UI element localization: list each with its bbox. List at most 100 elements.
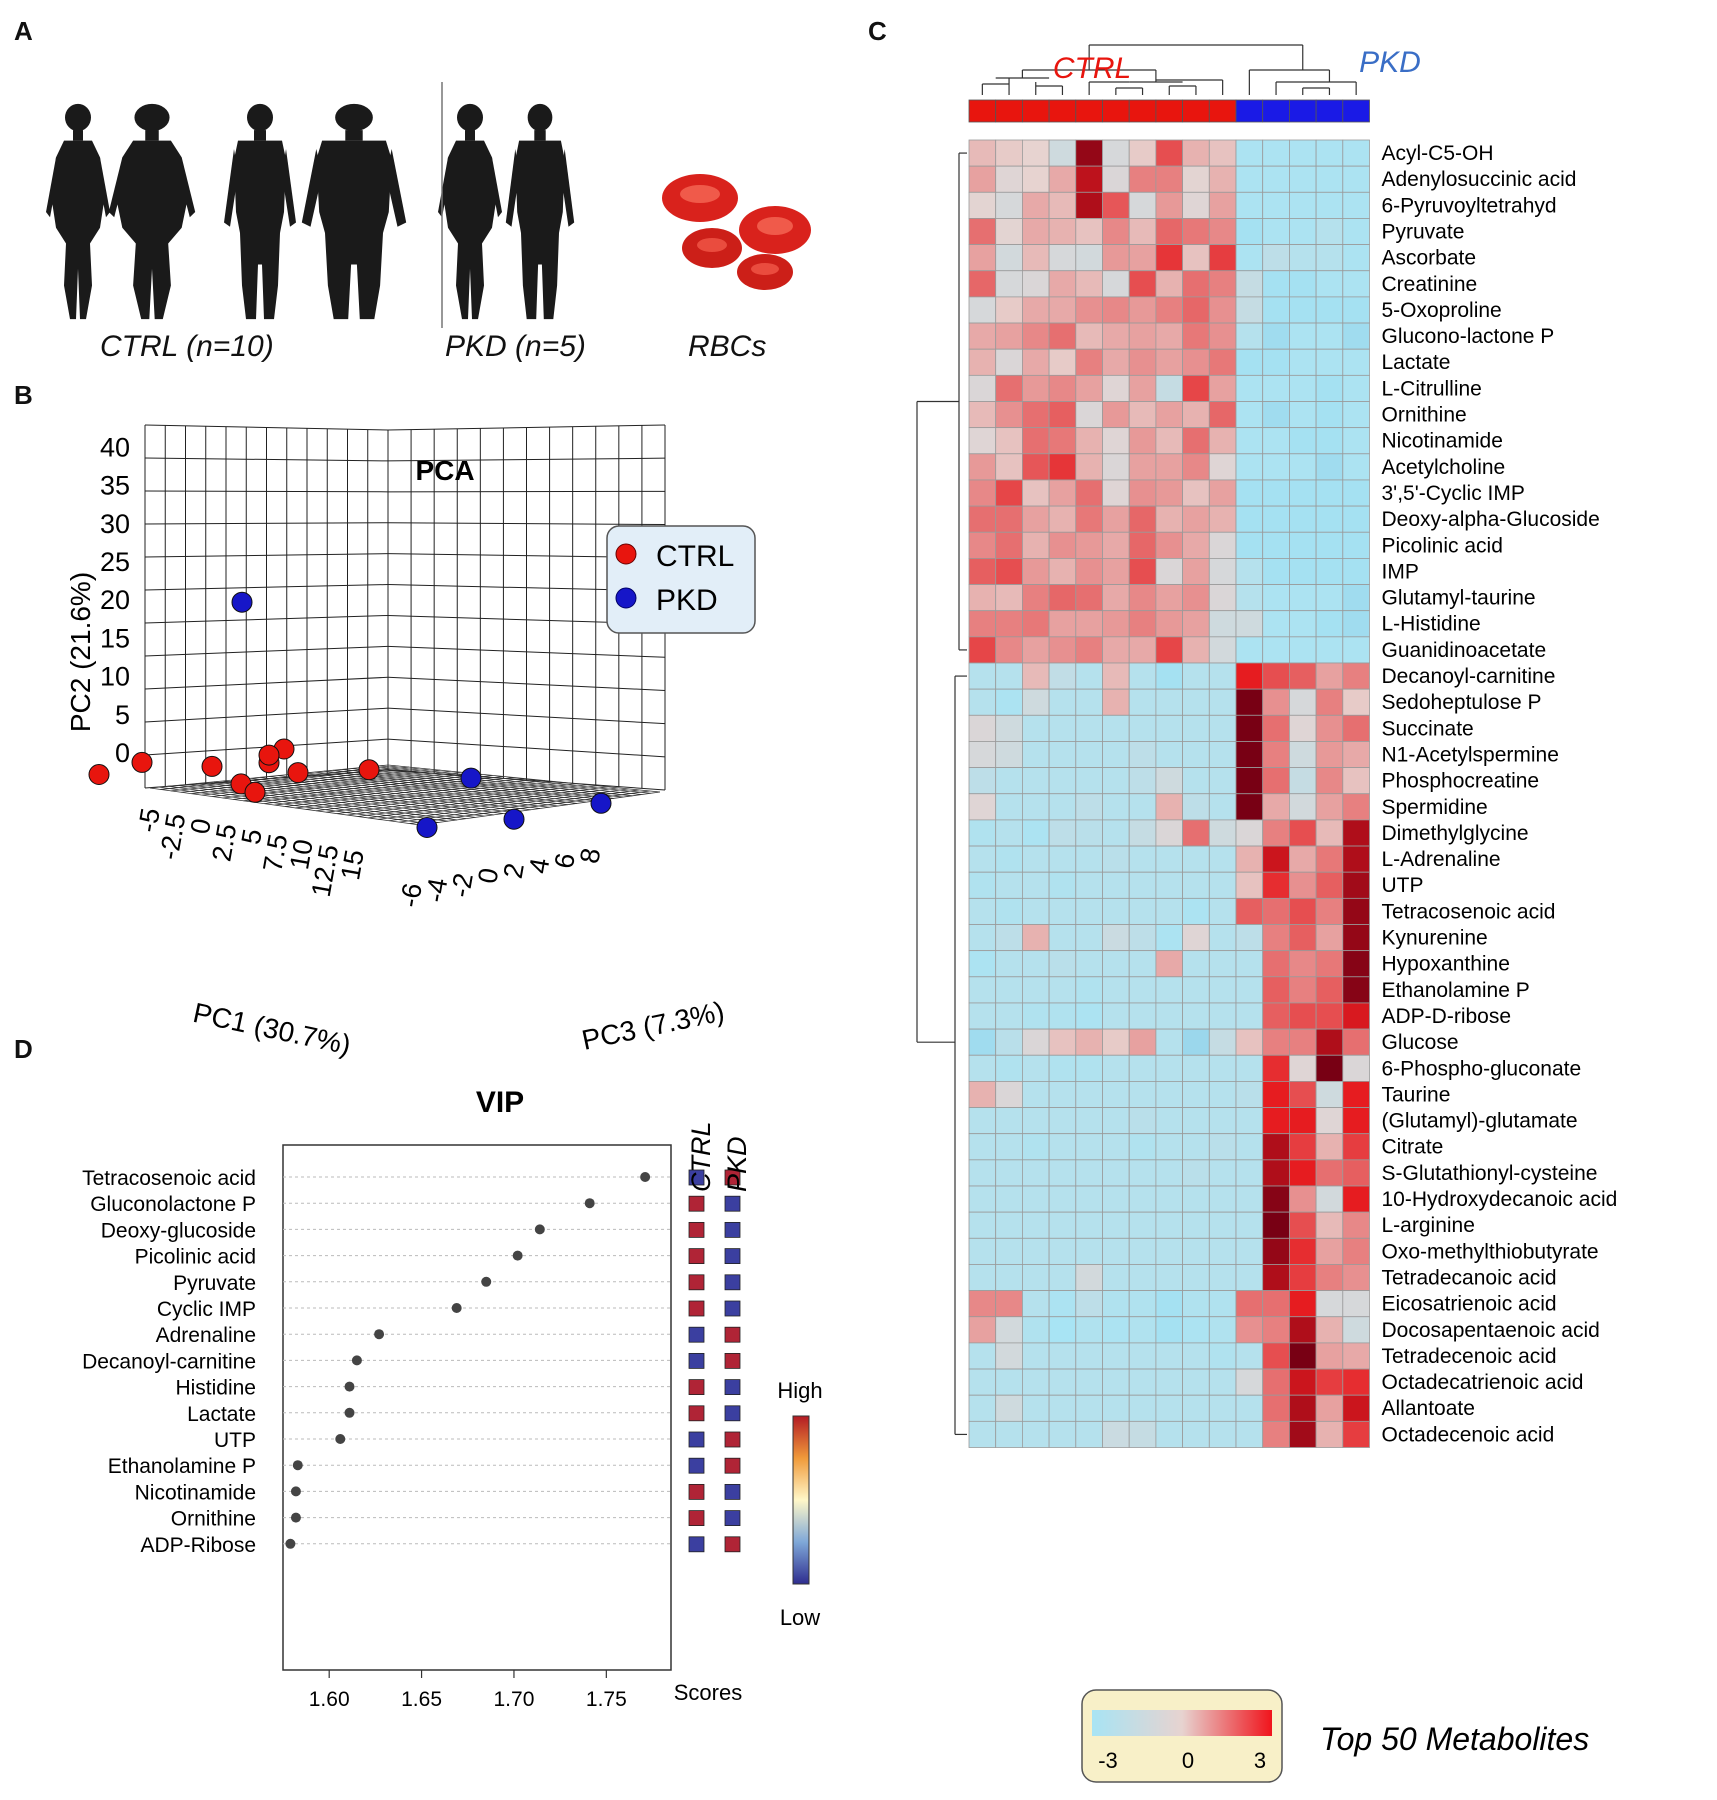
heatmap-cell xyxy=(1021,1264,1050,1291)
heatmap-cell xyxy=(1208,348,1237,376)
vip-x-tick-label: 1.60 xyxy=(309,1688,350,1711)
heatmap-cell xyxy=(1102,1264,1130,1291)
heatmap-cell xyxy=(1315,244,1344,272)
vip-ctrl-square xyxy=(688,1326,705,1343)
heatmap-cell xyxy=(968,1264,997,1291)
heatmap-cell xyxy=(995,1420,1023,1448)
heatmap-cell xyxy=(1262,845,1290,873)
heatmap-cell xyxy=(1288,741,1317,769)
heatmap-cell xyxy=(1182,531,1210,559)
heatmap-cell xyxy=(1155,584,1183,612)
heatmap-cell xyxy=(1102,1342,1130,1370)
heatmap-cell xyxy=(1182,950,1210,978)
heatmap-cell xyxy=(1235,1081,1264,1108)
heatmap-cell xyxy=(1128,1420,1157,1448)
vip-dot xyxy=(344,1407,355,1418)
heatmap-group-cell xyxy=(1182,99,1210,123)
heatmap-cell xyxy=(1235,1028,1264,1056)
heatmap-cell xyxy=(968,793,997,821)
heatmap-row-label: Acetylcholine xyxy=(1382,456,1506,479)
heatmap-cell xyxy=(1048,1342,1077,1370)
heatmap-cell xyxy=(1021,218,1050,245)
heatmap-cell xyxy=(968,374,997,402)
heatmap-cell xyxy=(1021,793,1050,821)
heatmap-cell xyxy=(1208,1211,1237,1239)
heatmap-cell xyxy=(1048,714,1077,742)
heatmap-cell xyxy=(1288,479,1317,507)
heatmap-row-label: Tetracosenoic acid xyxy=(1382,900,1556,923)
heatmap-cell xyxy=(995,897,1023,925)
heatmap-cell xyxy=(1342,584,1370,612)
vip-ctrl-square xyxy=(688,1510,705,1527)
heatmap-cell xyxy=(1182,270,1210,298)
heatmap-cell xyxy=(1288,976,1317,1004)
heatmap-cell xyxy=(1208,531,1237,559)
heatmap-cell xyxy=(1208,1368,1237,1396)
heatmap-group-cell xyxy=(1102,99,1130,123)
heatmap-cell xyxy=(1075,767,1103,795)
heatmap-cell xyxy=(1342,793,1370,821)
pca-pc2-tick: 5 xyxy=(115,700,130,730)
heatmap-cell xyxy=(968,244,997,272)
heatmap-cell xyxy=(1075,1420,1103,1448)
heatmap-row-label: Glucono-lactone P xyxy=(1382,325,1555,348)
heatmap-cell xyxy=(1208,191,1237,219)
vip-pkd-square xyxy=(724,1352,741,1369)
heatmap-cell xyxy=(1208,1054,1237,1082)
heatmap-cell xyxy=(1262,1237,1290,1265)
heatmap-cell xyxy=(1288,1185,1317,1213)
heatmap-cell xyxy=(1155,1211,1183,1239)
vip-ctrl-square xyxy=(688,1169,705,1186)
heatmap-cell xyxy=(1235,244,1264,272)
vip-pkd-square xyxy=(724,1300,741,1317)
heatmap-cell xyxy=(1208,218,1237,245)
heatmap-cell xyxy=(1235,767,1264,795)
heatmap-cell xyxy=(995,1054,1023,1082)
heatmap-cell xyxy=(1075,1290,1103,1318)
pca-pc3-tick: 4 xyxy=(523,856,555,876)
heatmap-cell xyxy=(995,950,1023,978)
heatmap-cell xyxy=(1128,1394,1157,1422)
heatmap-cell xyxy=(1102,1237,1130,1265)
heatmap-cell xyxy=(1342,374,1370,402)
heatmap-cell xyxy=(1315,218,1344,245)
heatmap-cell xyxy=(995,793,1023,821)
heatmap-cell xyxy=(1208,793,1237,821)
heatmap-cell xyxy=(1235,845,1264,873)
vip-pkd-square xyxy=(724,1221,741,1238)
heatmap-cell xyxy=(1128,741,1157,769)
heatmap-cell xyxy=(1102,1028,1130,1056)
vip-dot xyxy=(292,1460,303,1471)
heatmap-color-scale: -3 0 3 xyxy=(1081,1689,1283,1783)
heatmap-cell xyxy=(1102,244,1130,272)
heatmap-pkd-header: PKD xyxy=(1359,46,1421,79)
heatmap-cell xyxy=(995,1107,1023,1135)
heatmap-row-label: Tetradecenoic acid xyxy=(1382,1345,1557,1368)
heatmap-cell xyxy=(1182,1185,1210,1213)
heatmap-cell xyxy=(1208,1316,1237,1344)
heatmap-cell xyxy=(1208,1081,1237,1108)
vip-legend-high: High xyxy=(777,1378,822,1403)
heatmap-cell xyxy=(1128,244,1157,272)
heatmap-cell xyxy=(1262,793,1290,821)
heatmap-cell xyxy=(995,1290,1023,1318)
heatmap-cell xyxy=(968,348,997,376)
heatmap-cell xyxy=(995,924,1023,952)
heatmap-row-label: Decanoyl-carnitine xyxy=(1382,665,1556,688)
heatmap-cell xyxy=(1262,401,1290,429)
heatmap-cell xyxy=(1288,767,1317,795)
heatmap-cell xyxy=(995,270,1023,298)
heatmap-cell xyxy=(1262,427,1290,455)
heatmap-cell xyxy=(1262,636,1290,664)
vip-ctrl-square xyxy=(688,1274,705,1291)
heatmap-cell xyxy=(968,610,997,638)
heatmap-cell xyxy=(1235,1237,1264,1265)
heatmap-cell xyxy=(1128,871,1157,899)
heatmap-cell xyxy=(1075,505,1103,533)
heatmap-cell xyxy=(1288,453,1317,481)
heatmap-cell xyxy=(1315,1054,1344,1082)
heatmap-cell xyxy=(995,1394,1023,1422)
heatmap-cell xyxy=(1262,610,1290,638)
heatmap-cell xyxy=(1288,270,1317,298)
heatmap-group-cell xyxy=(968,99,997,123)
